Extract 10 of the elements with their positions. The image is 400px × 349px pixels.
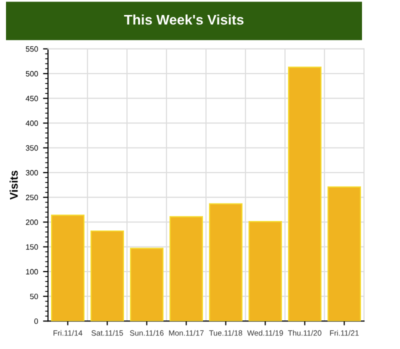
bar — [209, 203, 242, 322]
bar — [328, 186, 361, 322]
bar — [170, 216, 203, 322]
bar — [130, 248, 164, 322]
bar — [248, 221, 282, 322]
chart-title: This Week's Visits — [124, 14, 244, 25]
bar — [51, 214, 84, 322]
y-axis-title: Visits — [10, 170, 18, 200]
bar — [288, 66, 322, 322]
bar — [90, 230, 124, 322]
